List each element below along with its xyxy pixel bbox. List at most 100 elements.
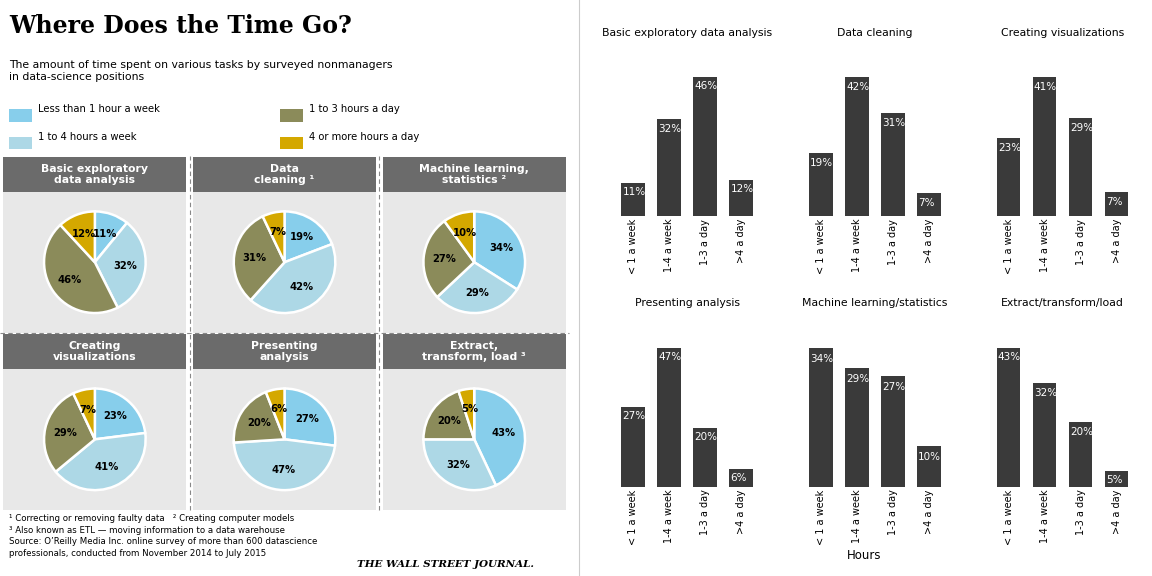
Text: 1 to 3 hours a day: 1 to 3 hours a day (309, 104, 400, 114)
Text: Extract/transform/load: Extract/transform/load (1001, 298, 1124, 308)
Text: 20%: 20% (247, 418, 271, 428)
Wedge shape (94, 389, 145, 439)
Text: 47%: 47% (659, 352, 682, 362)
Text: 19%: 19% (810, 158, 833, 168)
Text: 20%: 20% (695, 432, 718, 442)
Bar (1069, 118, 1092, 216)
Text: 20%: 20% (438, 416, 462, 426)
Wedge shape (263, 211, 285, 262)
Text: 7%: 7% (270, 228, 287, 237)
Text: 31%: 31% (242, 253, 266, 263)
Wedge shape (74, 389, 94, 439)
Text: Where Does the Time Go?: Where Does the Time Go? (9, 14, 353, 39)
Wedge shape (438, 262, 517, 313)
Text: 29%: 29% (846, 374, 870, 384)
Text: 5%: 5% (1106, 475, 1122, 486)
Text: ¹ Correcting or removing faulty data   ² Creating computer models
³ Also known a: ¹ Correcting or removing faulty data ² C… (9, 514, 318, 558)
Text: 12%: 12% (71, 229, 96, 239)
Text: 1 to 4 hours a week: 1 to 4 hours a week (38, 131, 137, 142)
Wedge shape (44, 393, 94, 472)
Wedge shape (458, 389, 475, 439)
Bar (694, 427, 717, 487)
Bar (658, 347, 681, 487)
Wedge shape (475, 389, 525, 486)
Text: Presenting
analysis: Presenting analysis (251, 341, 318, 362)
Text: 47%: 47% (272, 465, 296, 475)
Text: 10%: 10% (918, 452, 941, 462)
Bar (621, 407, 645, 487)
Text: 27%: 27% (295, 414, 319, 424)
Text: Creating
visualizations: Creating visualizations (53, 341, 137, 362)
Wedge shape (266, 389, 285, 439)
Wedge shape (475, 211, 525, 290)
Text: Machine learning/statistics: Machine learning/statistics (802, 298, 948, 308)
Bar (1105, 471, 1129, 487)
Text: 29%: 29% (1070, 123, 1093, 132)
Bar (881, 113, 904, 216)
Text: 42%: 42% (290, 282, 313, 293)
Text: 27%: 27% (882, 382, 905, 392)
Text: 27%: 27% (432, 255, 456, 264)
Text: Hours: Hours (848, 548, 881, 562)
Wedge shape (424, 439, 495, 490)
Text: 34%: 34% (810, 354, 833, 363)
Text: Data cleaning: Data cleaning (838, 28, 912, 37)
Bar (1033, 77, 1056, 216)
Text: 42%: 42% (846, 82, 870, 92)
Text: 11%: 11% (622, 187, 645, 197)
Text: 32%: 32% (446, 460, 470, 470)
Text: Basic exploratory data analysis: Basic exploratory data analysis (602, 28, 772, 37)
Bar (846, 368, 869, 487)
Text: 31%: 31% (882, 118, 905, 128)
Bar (621, 183, 645, 216)
Text: The amount of time spent on various tasks by surveyed nonmanagers
in data-scienc: The amount of time spent on various task… (9, 60, 393, 82)
Wedge shape (60, 211, 94, 262)
Bar (809, 153, 833, 216)
Bar (729, 180, 753, 216)
Text: 29%: 29% (465, 287, 490, 298)
Bar (881, 376, 904, 487)
Wedge shape (234, 217, 285, 300)
Bar (1033, 383, 1056, 487)
Text: 19%: 19% (290, 232, 313, 242)
Text: 46%: 46% (695, 81, 718, 92)
Bar (729, 469, 753, 487)
Text: Extract,
transform, load ³: Extract, transform, load ³ (423, 341, 526, 362)
Wedge shape (55, 433, 145, 490)
Text: 7%: 7% (1106, 198, 1122, 207)
Wedge shape (44, 225, 118, 313)
Text: 32%: 32% (113, 260, 137, 271)
Text: 43%: 43% (492, 428, 516, 438)
Bar (694, 77, 717, 216)
Text: Presenting analysis: Presenting analysis (635, 298, 740, 308)
Text: 20%: 20% (1070, 427, 1093, 437)
Wedge shape (424, 391, 475, 439)
Wedge shape (251, 244, 335, 313)
Wedge shape (94, 211, 127, 262)
Wedge shape (285, 211, 332, 262)
Text: 41%: 41% (94, 463, 119, 472)
Bar (809, 347, 833, 487)
Text: Creating visualizations: Creating visualizations (1001, 28, 1124, 37)
Text: THE WALL STREET JOURNAL.: THE WALL STREET JOURNAL. (357, 560, 535, 569)
Text: 34%: 34% (488, 242, 513, 252)
Bar (917, 193, 941, 216)
Text: 4 or more hours a day: 4 or more hours a day (309, 131, 419, 142)
Text: 12%: 12% (730, 184, 753, 194)
Text: 7%: 7% (79, 404, 97, 415)
Text: 6%: 6% (271, 404, 287, 414)
Text: 6%: 6% (730, 473, 746, 483)
Text: 7%: 7% (918, 198, 934, 208)
Text: 5%: 5% (461, 404, 478, 414)
Text: Machine learning,
statistics ²: Machine learning, statistics ² (419, 164, 529, 185)
Bar (1105, 192, 1129, 216)
Bar (996, 347, 1021, 487)
Bar (996, 138, 1021, 216)
Wedge shape (94, 223, 145, 308)
Wedge shape (234, 392, 285, 442)
Text: 29%: 29% (53, 428, 77, 438)
Text: Data
cleaning ¹: Data cleaning ¹ (255, 164, 314, 185)
Wedge shape (424, 221, 475, 297)
Text: 23%: 23% (103, 411, 127, 422)
Bar (846, 77, 869, 216)
